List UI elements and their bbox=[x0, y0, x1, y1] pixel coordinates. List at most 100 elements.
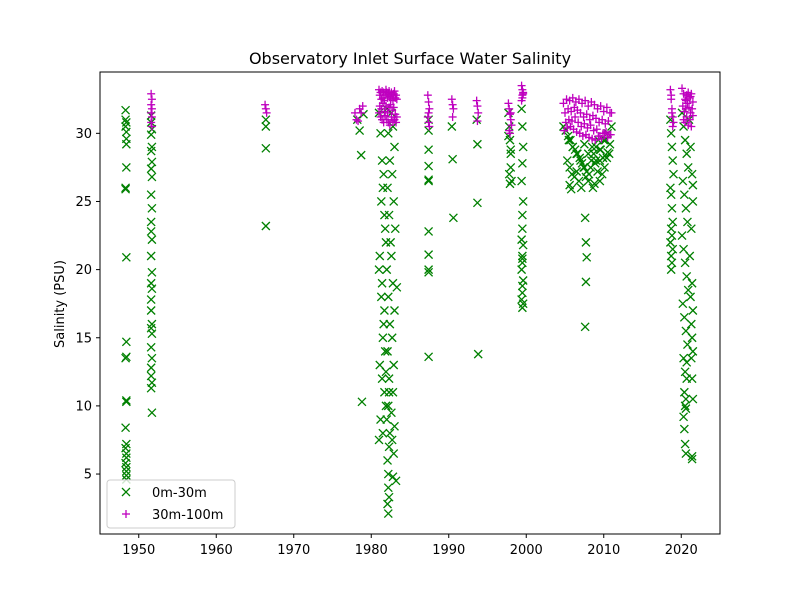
data-point-plus bbox=[392, 112, 401, 121]
data-point-x bbox=[121, 466, 131, 476]
data-point-x bbox=[683, 162, 693, 172]
data-point-x bbox=[595, 176, 605, 186]
data-point-x bbox=[682, 149, 692, 159]
data-point-x bbox=[146, 306, 156, 315]
data-point-x bbox=[147, 353, 157, 363]
data-point-plus bbox=[584, 102, 593, 111]
data-point-plus bbox=[505, 104, 514, 113]
data-point-plus bbox=[559, 99, 568, 108]
data-point-x bbox=[121, 337, 131, 347]
data-point-x bbox=[686, 353, 696, 363]
legend-plus-icon bbox=[122, 510, 130, 518]
data-point-x bbox=[356, 150, 366, 160]
data-point-x bbox=[448, 154, 458, 164]
data-point-x bbox=[668, 244, 678, 254]
data-point-plus bbox=[147, 108, 156, 117]
chart-title: Observatory Inlet Surface Water Salinity bbox=[249, 49, 571, 68]
data-point-plus bbox=[606, 130, 615, 139]
data-point-x bbox=[424, 226, 434, 236]
data-point-x bbox=[506, 145, 516, 155]
data-point-plus bbox=[582, 110, 591, 119]
data-point-plus bbox=[392, 118, 401, 127]
legend-x-icon bbox=[121, 487, 131, 497]
data-point-x bbox=[593, 167, 603, 176]
data-point-x bbox=[565, 135, 575, 145]
data-point-x bbox=[506, 162, 516, 172]
y-tick-label: 30 bbox=[75, 127, 92, 142]
data-point-x bbox=[424, 265, 434, 275]
data-point-x bbox=[583, 176, 593, 186]
data-point-plus bbox=[375, 108, 383, 117]
data-point-x bbox=[261, 122, 271, 131]
data-point-x bbox=[384, 374, 394, 384]
data-point-plus bbox=[576, 108, 585, 117]
series-30m-100m bbox=[147, 81, 697, 145]
data-point-x bbox=[424, 161, 434, 171]
data-point-plus bbox=[505, 110, 514, 119]
data-point-x bbox=[384, 442, 394, 452]
data-point-x bbox=[121, 127, 131, 137]
data-point-x bbox=[504, 169, 514, 179]
data-point-x bbox=[679, 424, 689, 434]
data-point-plus bbox=[147, 89, 156, 98]
data-point-x bbox=[687, 374, 697, 384]
data-point-plus bbox=[592, 114, 600, 123]
data-point-x bbox=[686, 319, 696, 329]
data-point-plus bbox=[392, 91, 401, 100]
data-point-plus bbox=[473, 117, 482, 126]
data-point-x bbox=[383, 346, 392, 356]
data-point-x bbox=[590, 158, 600, 168]
y-tick-label: 5 bbox=[84, 468, 92, 483]
data-point-x bbox=[581, 237, 591, 247]
data-point-x bbox=[517, 122, 527, 131]
data-point-x bbox=[667, 203, 677, 213]
data-point-plus bbox=[517, 81, 526, 90]
data-point-x bbox=[391, 476, 401, 486]
data-point-plus bbox=[147, 118, 156, 127]
data-point-x bbox=[147, 329, 157, 339]
data-point-x bbox=[147, 284, 157, 294]
data-point-x bbox=[376, 292, 386, 302]
data-point-x bbox=[261, 115, 271, 125]
data-point-x bbox=[688, 180, 698, 190]
data-point-x bbox=[377, 374, 387, 384]
data-point-plus bbox=[586, 121, 595, 130]
data-point-x bbox=[581, 172, 591, 182]
data-point-plus bbox=[668, 112, 677, 121]
data-point-x bbox=[688, 197, 698, 206]
data-point-x bbox=[568, 142, 578, 152]
data-point-x bbox=[376, 197, 386, 206]
data-point-plus bbox=[448, 100, 457, 109]
data-point-x bbox=[388, 472, 398, 482]
data-point-x bbox=[517, 265, 527, 275]
data-point-x bbox=[597, 169, 607, 179]
data-point-plus bbox=[147, 104, 156, 113]
data-point-plus bbox=[448, 112, 457, 121]
data-point-plus bbox=[596, 102, 605, 111]
data-point-x bbox=[382, 415, 392, 424]
data-point-x bbox=[380, 346, 390, 356]
data-point-x bbox=[424, 176, 434, 186]
data-point-x bbox=[389, 449, 399, 459]
data-point-plus bbox=[688, 104, 697, 113]
data-point-x bbox=[388, 387, 398, 397]
data-point-x bbox=[679, 387, 689, 397]
data-point-x bbox=[146, 190, 156, 200]
data-point-x bbox=[572, 167, 582, 176]
data-point-plus bbox=[597, 134, 606, 143]
data-point-x bbox=[377, 156, 387, 166]
data-point-x bbox=[390, 421, 399, 431]
data-point-plus bbox=[604, 117, 613, 126]
data-point-x bbox=[517, 251, 527, 261]
data-point-plus bbox=[571, 112, 580, 121]
data-point-x bbox=[565, 162, 575, 172]
data-point-plus bbox=[517, 96, 526, 105]
data-point-x bbox=[681, 203, 691, 213]
data-point-plus bbox=[378, 87, 387, 96]
data-point-x bbox=[121, 117, 131, 127]
data-point-x bbox=[147, 235, 157, 245]
data-point-x bbox=[686, 142, 696, 152]
legend-marker-x bbox=[121, 487, 131, 497]
data-point-x bbox=[507, 176, 516, 186]
data-point-plus bbox=[688, 97, 697, 106]
